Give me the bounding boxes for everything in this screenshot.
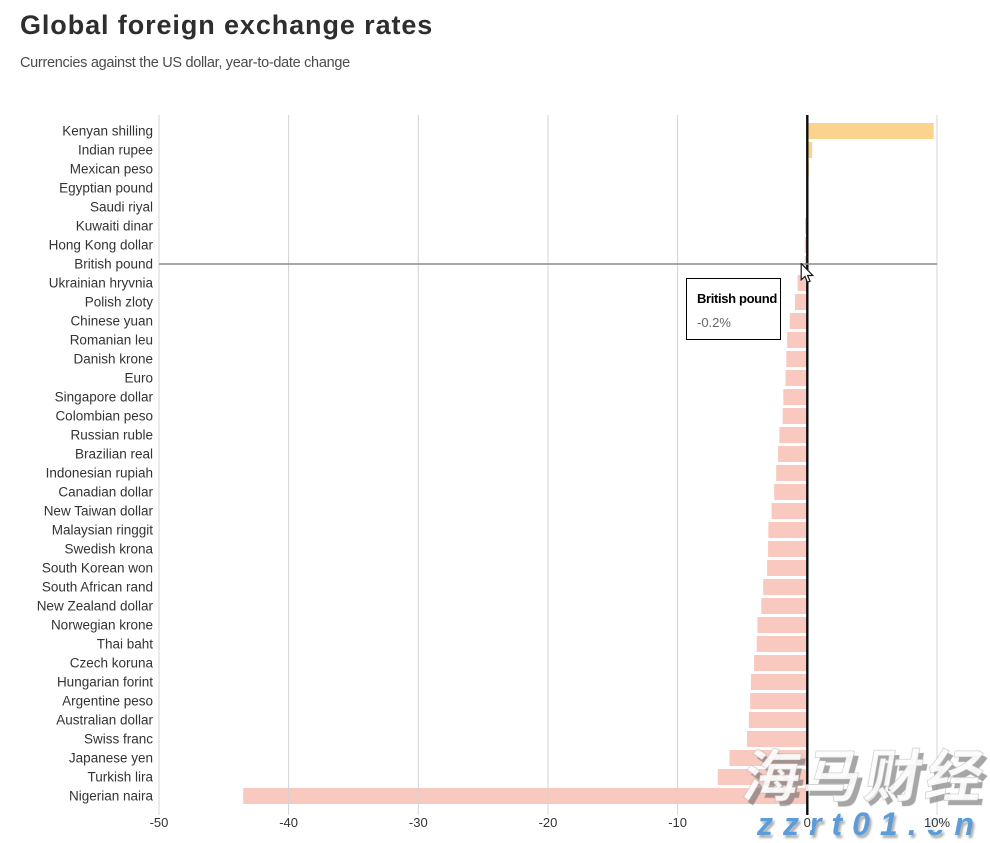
svg-text:South African rand: South African rand <box>42 580 153 595</box>
svg-text:Turkish lira: Turkish lira <box>87 770 153 785</box>
svg-text:New Taiwan dollar: New Taiwan dollar <box>44 504 154 519</box>
svg-text:Norwegian krone: Norwegian krone <box>51 618 153 633</box>
svg-text:Ukrainian hryvnia: Ukrainian hryvnia <box>49 276 154 291</box>
svg-text:Hong Kong dollar: Hong Kong dollar <box>49 238 154 253</box>
svg-text:Kenyan shilling: Kenyan shilling <box>62 124 153 139</box>
svg-text:Egyptian pound: Egyptian pound <box>59 181 153 196</box>
svg-text:Hungarian forint: Hungarian forint <box>57 675 153 690</box>
svg-text:Malaysian ringgit: Malaysian ringgit <box>52 523 154 538</box>
svg-text:Thai baht: Thai baht <box>97 637 154 652</box>
svg-text:Indonesian rupiah: Indonesian rupiah <box>46 466 153 481</box>
svg-text:Colombian peso: Colombian peso <box>55 409 153 424</box>
svg-text:Nigerian naira: Nigerian naira <box>69 789 154 804</box>
svg-text:Chinese yuan: Chinese yuan <box>70 314 153 329</box>
svg-text:Indian rupee: Indian rupee <box>78 143 153 158</box>
svg-text:Danish krone: Danish krone <box>73 352 153 367</box>
svg-text:Argentine peso: Argentine peso <box>62 694 153 709</box>
svg-text:Swedish krona: Swedish krona <box>64 542 153 557</box>
svg-text:Euro: Euro <box>124 371 153 386</box>
svg-text:Japanese yen: Japanese yen <box>69 751 153 766</box>
svg-text:Czech koruna: Czech koruna <box>70 656 154 671</box>
svg-text:Russian ruble: Russian ruble <box>70 428 153 443</box>
svg-text:Australian dollar: Australian dollar <box>56 713 153 728</box>
svg-text:South Korean won: South Korean won <box>42 561 153 576</box>
svg-text:New Zealand dollar: New Zealand dollar <box>37 599 154 614</box>
svg-text:Romanian leu: Romanian leu <box>70 333 153 348</box>
svg-text:Polish zloty: Polish zloty <box>85 295 154 310</box>
svg-text:Mexican peso: Mexican peso <box>70 162 153 177</box>
svg-text:Singapore dollar: Singapore dollar <box>55 390 154 405</box>
svg-text:Saudi riyal: Saudi riyal <box>90 200 153 215</box>
svg-text:Swiss franc: Swiss franc <box>84 732 153 747</box>
svg-text:Kuwaiti dinar: Kuwaiti dinar <box>76 219 154 234</box>
svg-text:British pound: British pound <box>74 257 153 272</box>
svg-text:Canadian dollar: Canadian dollar <box>58 485 153 500</box>
svg-text:Brazilian real: Brazilian real <box>75 447 153 462</box>
